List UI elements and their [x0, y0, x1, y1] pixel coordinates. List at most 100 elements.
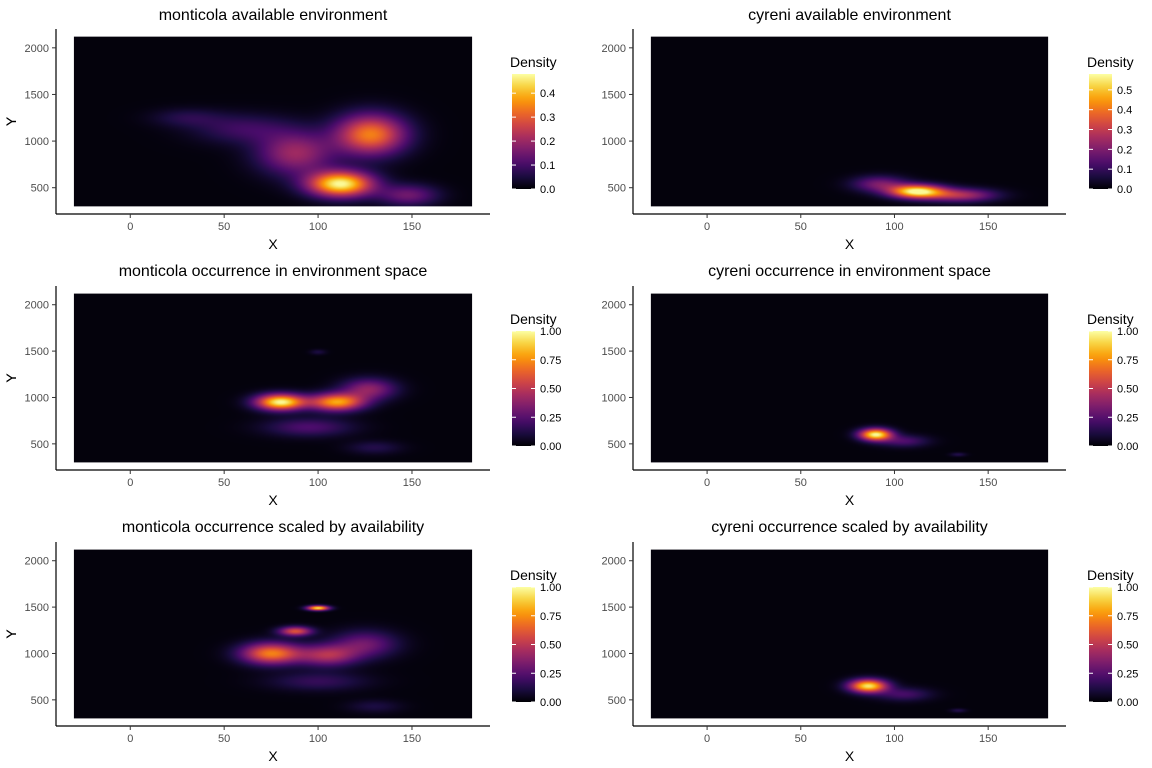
legend-label: 0.25 [1117, 412, 1138, 424]
legend-colorbar [1089, 331, 1112, 446]
y-axis-label: Y [3, 373, 19, 383]
panel-title: cyreni available environment [748, 7, 951, 24]
x-tick-label: 100 [309, 221, 327, 233]
x-tick-label: 150 [979, 477, 997, 489]
x-tick-label: 50 [218, 733, 230, 745]
y-tick-label: 2000 [602, 556, 626, 568]
y-tick-label: 500 [31, 439, 49, 451]
legend-label: 1.00 [540, 582, 561, 594]
density-raster [650, 549, 1049, 719]
legend-label: 0.25 [540, 668, 561, 680]
legend-label: 0.1 [1117, 164, 1132, 176]
legend-label: 1.00 [1117, 326, 1138, 338]
legend-label: 0.50 [540, 640, 561, 652]
y-tick-label: 500 [31, 183, 49, 195]
legend-title: Density [510, 311, 557, 327]
y-axis-label: Y [3, 116, 19, 126]
y-tick-label: 1000 [602, 136, 626, 148]
legend-label: 0.00 [540, 697, 561, 709]
y-tick-label: 1500 [602, 346, 626, 358]
x-tick-label: 50 [795, 733, 807, 745]
legend-label: 0.3 [540, 112, 555, 124]
legend-title: Density [1087, 54, 1134, 70]
legend-label: 0.0 [1117, 184, 1132, 196]
x-axis-label: X [845, 492, 855, 508]
x-tick-label: 0 [704, 733, 710, 745]
x-tick-label: 0 [127, 477, 133, 489]
panel-5: monticola occurrence scaled by availabil… [3, 519, 561, 764]
y-tick-label: 500 [31, 695, 49, 707]
y-tick-label: 500 [608, 439, 626, 451]
legend-label: 0.50 [1117, 384, 1138, 396]
y-tick-label: 2000 [602, 43, 626, 55]
y-tick-label: 1500 [602, 602, 626, 614]
panel-3: monticola occurrence in environment spac… [3, 263, 561, 508]
x-axis-label: X [268, 236, 278, 252]
legend-colorbar [1089, 74, 1112, 189]
legend-label: 0.0 [540, 184, 555, 196]
legend-label: 0.3 [1117, 125, 1132, 137]
panel-4: cyreni occurrence in environment space 0 5… [3, 263, 1138, 508]
y-tick-label: 1000 [602, 392, 626, 404]
panel-title: cyreni occurrence in environment space [708, 263, 991, 280]
legend-label: 0.50 [540, 384, 561, 396]
x-tick-label: 50 [795, 477, 807, 489]
y-tick-label: 2000 [25, 300, 49, 312]
legend-colorbar [512, 331, 535, 446]
y-tick-label: 1500 [25, 89, 49, 101]
x-tick-label: 50 [218, 477, 230, 489]
panel-2: cyreni available environment 0 50 100 150 500… [3, 7, 1134, 252]
x-tick-label: 100 [885, 221, 903, 233]
legend-label: 1.00 [540, 326, 561, 338]
legend-label: 0.50 [1117, 640, 1138, 652]
legend-label: 1.00 [1117, 582, 1138, 594]
x-tick-label: 50 [795, 221, 807, 233]
y-axis-label: Y [3, 373, 19, 383]
y-tick-label: 1000 [602, 648, 626, 660]
legend-label: 0.00 [1117, 697, 1138, 709]
legend-label: 0.5 [1117, 85, 1132, 97]
legend-colorbar [512, 587, 535, 702]
x-tick-label: 150 [979, 221, 997, 233]
legend-colorbar [1089, 587, 1112, 702]
x-tick-label: 0 [704, 221, 710, 233]
x-tick-label: 150 [403, 221, 421, 233]
y-tick-label: 2000 [602, 300, 626, 312]
panel-6: cyreni occurrence scaled by availability… [3, 519, 1138, 764]
y-tick-label: 1000 [25, 392, 49, 404]
panel-title: cyreni occurrence scaled by availability [711, 519, 988, 536]
density-raster [650, 293, 1049, 463]
x-tick-label: 0 [127, 733, 133, 745]
y-axis-label: Y [3, 116, 19, 126]
legend-label: 0.2 [1117, 144, 1132, 156]
panel-title: monticola available environment [159, 7, 388, 24]
legend-label: 0.75 [540, 355, 561, 367]
legend-label: 0.25 [540, 412, 561, 424]
legend-label: 0.75 [1117, 611, 1138, 623]
legend-label: 0.00 [540, 441, 561, 453]
y-axis-label: Y [3, 629, 19, 639]
x-axis-label: X [845, 236, 855, 252]
legend-label: 0.4 [540, 88, 555, 100]
x-tick-label: 100 [309, 733, 327, 745]
x-tick-label: 100 [885, 733, 903, 745]
legend-label: 0.75 [540, 611, 561, 623]
density-raster [650, 36, 1049, 207]
panel-title: monticola occurrence scaled by availabil… [122, 519, 424, 536]
legend-title: Density [1087, 311, 1134, 327]
panel-1: monticola available environment 0 50 100 150… [3, 7, 557, 252]
density-raster [73, 293, 473, 463]
legend-label: 0.1 [540, 160, 555, 172]
legend-label: 0.2 [540, 136, 555, 148]
y-tick-label: 1000 [25, 648, 49, 660]
x-tick-label: 100 [309, 477, 327, 489]
y-tick-label: 1500 [25, 602, 49, 614]
y-tick-label: 1500 [602, 89, 626, 101]
legend-label: 0.75 [1117, 355, 1138, 367]
legend-label: 0.25 [1117, 668, 1138, 680]
panel-title: monticola occurrence in environment spac… [119, 263, 428, 280]
legend-colorbar [512, 74, 535, 189]
x-axis-label: X [268, 748, 278, 764]
density-raster [73, 36, 473, 207]
